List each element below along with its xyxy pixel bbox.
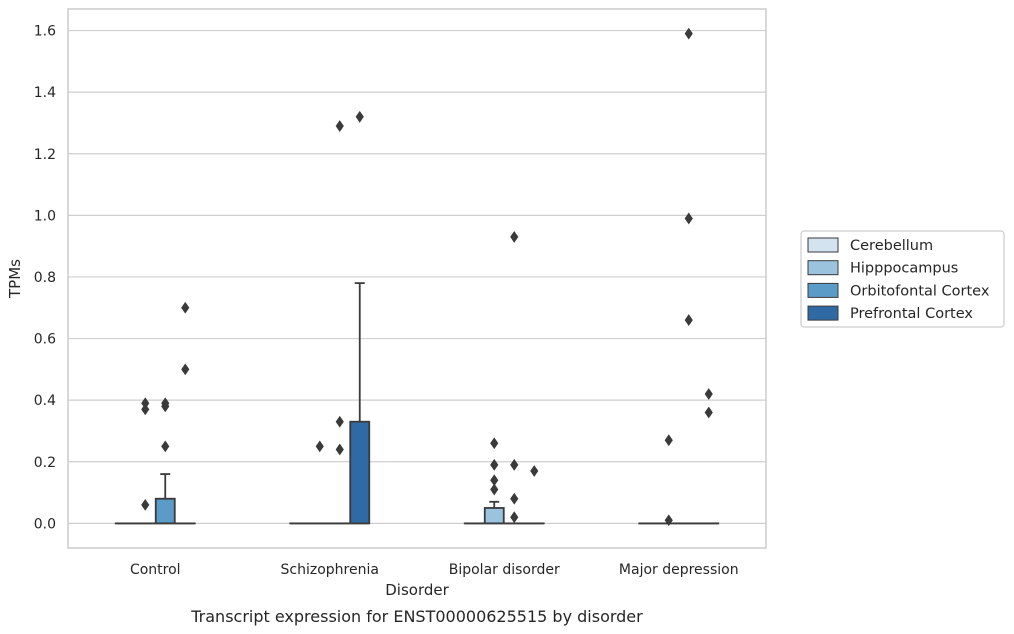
outlier-point bbox=[355, 110, 364, 123]
outlier-point bbox=[181, 301, 190, 314]
outlier-point bbox=[684, 27, 693, 40]
legend-item: Orbitofontal Cortex bbox=[807, 282, 990, 299]
y-tick-label: 0.0 bbox=[34, 516, 56, 532]
outlier-point bbox=[161, 440, 170, 453]
gridlines bbox=[68, 29, 766, 524]
plot-frame bbox=[67, 8, 767, 549]
box-plot-marks bbox=[114, 27, 720, 527]
outlier-point bbox=[161, 397, 170, 410]
legend-label: Hipppocampus bbox=[850, 261, 958, 277]
outlier-point bbox=[510, 492, 519, 505]
outlier-point bbox=[704, 406, 713, 419]
series-prefrontal-cortex bbox=[174, 110, 720, 525]
legend-swatch bbox=[807, 260, 839, 276]
legend-label: Orbitofontal Cortex bbox=[850, 283, 990, 299]
box bbox=[483, 507, 505, 525]
outlier-point bbox=[510, 458, 519, 471]
legend: Cerebellum Hipppocampus Orbitofontal Corte… bbox=[800, 230, 1005, 328]
outlier-point bbox=[490, 474, 499, 487]
legend-swatch bbox=[807, 282, 839, 298]
outlier-point bbox=[335, 415, 344, 428]
legend-item: Hipppocampus bbox=[807, 260, 958, 277]
outlier-point bbox=[490, 458, 499, 471]
y-tick-label: 0.6 bbox=[34, 332, 56, 348]
outlier-point bbox=[490, 437, 499, 450]
y-tick-label: 0.2 bbox=[34, 455, 56, 471]
x-tick-label: Bipolar disorder bbox=[449, 562, 560, 578]
outlier-point bbox=[315, 440, 324, 453]
legend-swatch bbox=[807, 237, 839, 253]
outlier-point bbox=[704, 388, 713, 400]
box bbox=[154, 497, 176, 525]
outlier-point bbox=[141, 498, 150, 511]
legend-swatch bbox=[807, 305, 839, 321]
y-tick-label: 1.6 bbox=[34, 24, 56, 40]
legend-frame bbox=[800, 230, 1005, 328]
series-orbitofontal-cortex bbox=[154, 27, 700, 525]
legend-label: Cerebellum bbox=[850, 238, 933, 254]
outlier-point bbox=[181, 363, 190, 376]
outlier-point bbox=[335, 120, 344, 132]
outlier-point bbox=[664, 514, 673, 527]
series-hipppocampus bbox=[134, 397, 680, 527]
outlier-point bbox=[684, 314, 693, 326]
outlier-point bbox=[684, 212, 693, 225]
x-tick-labels: Control Schizophrenia Bipolar disorder Majo… bbox=[130, 562, 739, 578]
legend-label: Prefrontal Cortex bbox=[850, 306, 973, 322]
outlier-point bbox=[510, 511, 519, 524]
x-tick-label: Control bbox=[130, 562, 181, 578]
y-tick-label: 1.2 bbox=[34, 147, 56, 163]
y-tick-labels: 0.0 0.2 0.4 0.6 0.8 1.0 1.2 1.4 1.6 bbox=[34, 24, 56, 533]
outlier-point bbox=[664, 434, 673, 447]
y-tick-label: 1.0 bbox=[34, 208, 56, 224]
x-tick-label: Schizophrenia bbox=[281, 562, 379, 578]
box bbox=[349, 420, 371, 525]
outlier-point bbox=[510, 231, 519, 243]
outlier-point bbox=[141, 397, 150, 410]
outlier-point bbox=[141, 403, 150, 416]
chart-caption: Transcript expression for ENST0000062551… bbox=[190, 607, 643, 626]
outlier-point bbox=[530, 465, 539, 477]
x-axis-label: Disorder bbox=[385, 581, 449, 599]
y-tick-label: 1.4 bbox=[34, 85, 56, 101]
y-tick-label: 0.8 bbox=[34, 270, 56, 286]
y-axis-label: TPMs bbox=[6, 259, 24, 299]
outlier-point bbox=[490, 483, 499, 496]
outlier-point bbox=[335, 443, 344, 456]
x-tick-label: Major depression bbox=[619, 562, 739, 578]
legend-item: Prefrontal Cortex bbox=[807, 305, 973, 322]
legend-item: Cerebellum bbox=[807, 237, 933, 254]
y-tick-label: 0.4 bbox=[34, 393, 56, 409]
